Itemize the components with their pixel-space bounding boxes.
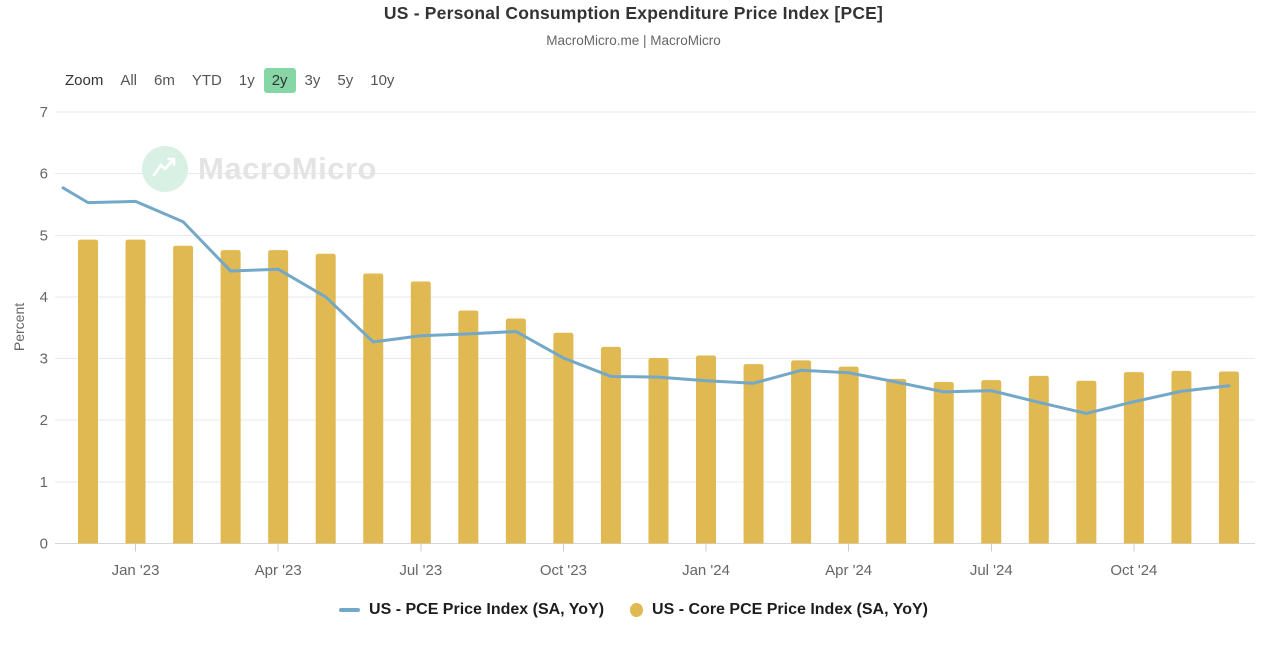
y-axis-title: Percent <box>11 302 27 352</box>
x-axis-tick-label: Jul '23 <box>399 562 442 579</box>
core-pce-bar[interactable] <box>886 378 907 544</box>
range-button-3y[interactable]: 3y <box>304 72 321 89</box>
range-button-all[interactable]: All <box>120 72 138 89</box>
y-axis-tick-label: 6 <box>40 166 48 183</box>
core-pce-bar[interactable] <box>933 382 954 544</box>
core-pce-bar[interactable] <box>173 245 194 544</box>
legend: US - PCE Price Index (SA, YoY) US - Core… <box>0 601 1267 619</box>
x-axis-tick-label: Apr '23 <box>255 562 302 579</box>
bar-series-swatch-icon <box>630 603 644 617</box>
chart-title: US - Personal Consumption Expenditure Pr… <box>383 3 884 23</box>
core-pce-bar[interactable] <box>458 310 479 544</box>
legend-label-core-pce: US - Core PCE Price Index (SA, YoY) <box>652 601 928 618</box>
y-axis-tick-label: 3 <box>40 351 48 368</box>
y-axis-tick-label: 7 <box>40 104 48 121</box>
x-axis-tick-label: Jul '24 <box>970 562 1013 579</box>
y-axis-tick-label: 5 <box>40 227 48 244</box>
x-axis-tick-label: Oct '24 <box>1110 562 1157 579</box>
legend-item-core-pce[interactable]: US - Core PCE Price Index (SA, YoY) <box>630 601 928 619</box>
range-button-2y[interactable]: 2y <box>263 68 296 93</box>
core-pce-bar[interactable] <box>410 281 431 544</box>
core-pce-bar[interactable] <box>553 332 574 544</box>
core-pce-bar[interactable] <box>505 318 526 544</box>
x-axis-tick-label: Oct '23 <box>540 562 587 579</box>
y-axis-tick-label: 1 <box>40 474 48 491</box>
core-pce-bar[interactable] <box>78 239 98 544</box>
core-pce-bar[interactable] <box>1076 380 1097 544</box>
core-pce-bar[interactable] <box>696 355 717 544</box>
core-pce-bar[interactable] <box>981 380 1002 544</box>
legend-label-pce: US - PCE Price Index (SA, YoY) <box>369 601 605 618</box>
core-pce-bar[interactable] <box>838 366 859 544</box>
plot-area[interactable]: 0 1 2 3 4 5 6 7 Jan '23 Apr '23 Jul '23 Oct '23 Jan … <box>0 0 1267 590</box>
range-button-ytd[interactable]: YTD <box>191 72 222 89</box>
core-pce-bar[interactable] <box>268 250 289 544</box>
core-pce-bar[interactable] <box>600 346 621 544</box>
x-axis-tick-label: Apr '24 <box>825 562 872 579</box>
range-button-10y[interactable]: 10y <box>370 72 395 89</box>
range-button-5y[interactable]: 5y <box>337 72 354 89</box>
core-pce-bar[interactable] <box>315 253 336 544</box>
y-axis-tick-label: 0 <box>40 536 48 553</box>
core-pce-bar[interactable] <box>1218 371 1239 544</box>
core-pce-bar[interactable] <box>1123 372 1144 544</box>
y-axis-tick-label: 2 <box>40 412 48 429</box>
core-pce-bar[interactable] <box>363 273 384 544</box>
pce-line[interactable] <box>61 186 1231 415</box>
x-axis-tick-label: Jan '24 <box>682 562 730 579</box>
y-axis-tick-label: 4 <box>40 289 48 306</box>
range-toolbar: Zoom All 6m YTD 1y 2y 3y 5y 10y <box>57 68 402 93</box>
range-button-1y[interactable]: 1y <box>238 72 255 89</box>
core-pce-bar[interactable] <box>125 239 146 544</box>
core-pce-bar[interactable] <box>1028 375 1049 544</box>
core-pce-bar[interactable] <box>743 364 764 544</box>
line-series-swatch-icon <box>339 608 361 612</box>
range-button-6m[interactable]: 6m <box>154 72 175 89</box>
core-pce-bar[interactable] <box>791 360 812 544</box>
core-pce-bar[interactable] <box>1171 370 1192 544</box>
x-axis-tick-label: Jan '23 <box>112 562 160 579</box>
core-pce-bar[interactable] <box>648 357 669 544</box>
zoom-label: Zoom <box>65 72 104 89</box>
chart-subtitle: MacroMicro.me | MacroMicro <box>546 33 721 48</box>
legend-item-pce[interactable]: US - PCE Price Index (SA, YoY) <box>339 601 604 619</box>
core-pce-bar[interactable] <box>220 250 241 544</box>
